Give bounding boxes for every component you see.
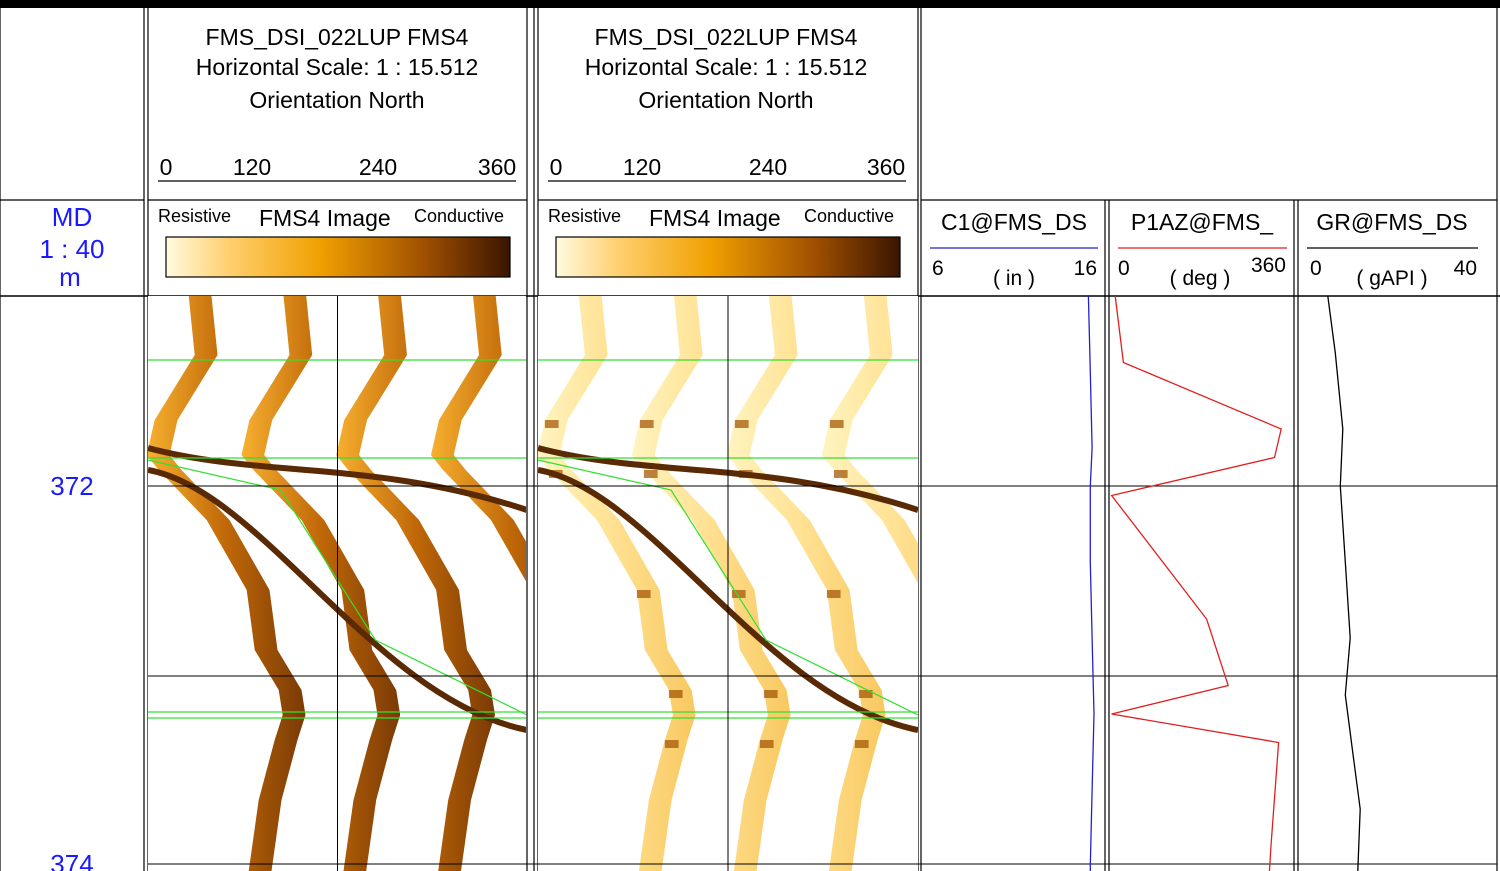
curve-line [1087,296,1095,871]
conductive-spot [922,590,936,598]
depth-label: 372 [50,471,93,501]
curve-header-gamma: GR@FMS_DS 0 ( gAPI ) 40 [1307,209,1478,290]
conductive-spot [858,690,873,698]
color-scale-bar [555,236,901,278]
top-border [0,0,1500,8]
azimuth-tick-label: 120 [623,154,661,180]
conductive-spot [731,590,746,598]
color-scale-bar [165,236,511,278]
legend-resistive: Resistive [548,206,621,226]
fms-image-dynamic [538,296,968,871]
depth-label: 374 [50,849,93,871]
azimuth-tick-label: 0 [160,154,173,180]
curve-unit: ( gAPI ) [1356,267,1427,290]
curve-scale-min: 6 [932,257,944,280]
image-track-scale: Horizontal Scale: 1 : 15.512 [585,54,868,80]
image-track-title: FMS_DSI_022LUP FMS4 [206,24,469,50]
conductive-spot [668,690,683,698]
depth-labels: 372 374 [50,471,93,871]
image-pad-band [821,296,918,584]
curve-header-azimuth: P1AZ@FMS_ 0 ( deg ) 360 [1118,209,1287,290]
image-track-title: FMS_DSI_022LUP FMS4 [595,24,858,50]
conductive-spot [954,690,968,698]
azimuth-tick-label: 360 [478,154,516,180]
conductive-spot [833,470,848,478]
depth-gridlines [148,485,1497,865]
conductive-spot [854,740,869,748]
conductive-spot [950,740,964,748]
legend-conductive: Conductive [414,206,504,226]
azimuth-tick-label: 0 [550,154,563,180]
conductive-spot [826,590,841,598]
azimuth-tick-label: 240 [359,154,397,180]
bed-boundary-trace [148,467,526,733]
conductive-spot [664,740,679,748]
curve-name: P1AZ@FMS_ [1131,209,1274,235]
curve-unit: ( deg ) [1170,267,1231,290]
conductive-spot [763,690,778,698]
curve-name: GR@FMS_DS [1316,209,1467,235]
curve-scale-max: 360 [1251,254,1286,277]
azimuth-tick-label: 360 [867,154,905,180]
legend-title: FMS4 Image [649,205,781,231]
conductive-spot [759,740,774,748]
conductive-spot [829,420,844,428]
curve-scale-max: 40 [1454,257,1477,280]
legend-resistive: Resistive [158,206,231,226]
depth-scale: 1 : 40 [39,234,104,264]
depth-title: MD [52,202,92,232]
conductive-spot [639,420,654,428]
image-track-scale: Horizontal Scale: 1 : 15.512 [196,54,479,80]
conductive-spot [636,590,651,598]
dip-pick-sinusoid [148,459,526,716]
legend-title: FMS4 Image [259,205,391,231]
conductive-spot [643,470,658,478]
curve-scale-min: 0 [1118,257,1130,280]
image-pad-band [431,296,526,582]
image-track-orientation: Orientation North [638,87,813,113]
curve-scale-min: 0 [1310,257,1322,280]
curve-name: C1@FMS_DS [941,209,1087,235]
conductive-spot [734,420,749,428]
image-track-header-dynamic: FMS_DSI_022LUP FMS4 Horizontal Scale: 1 … [548,24,906,278]
azimuth-tick-label: 240 [749,154,787,180]
log-curves [1087,296,1361,871]
conductive-spot [544,420,559,428]
curve-header-caliper: C1@FMS_DS 6 ( in ) 16 [930,209,1098,290]
fms-image-static [148,296,526,871]
depth-track-header: MD 1 : 40 m [39,202,104,292]
azimuth-tick-label: 120 [233,154,271,180]
image-track-header-static: FMS_DSI_022LUP FMS4 Horizontal Scale: 1 … [158,24,516,278]
curve-line [1327,296,1361,871]
image-track-orientation: Orientation North [249,87,424,113]
curve-line [1110,296,1282,871]
dip-pick-sinusoid [538,459,918,716]
curve-scale-max: 16 [1074,257,1097,280]
legend-conductive: Conductive [804,206,894,226]
depth-unit: m [59,262,81,292]
bed-boundary-trace [538,467,918,733]
curve-unit: ( in ) [993,267,1035,290]
